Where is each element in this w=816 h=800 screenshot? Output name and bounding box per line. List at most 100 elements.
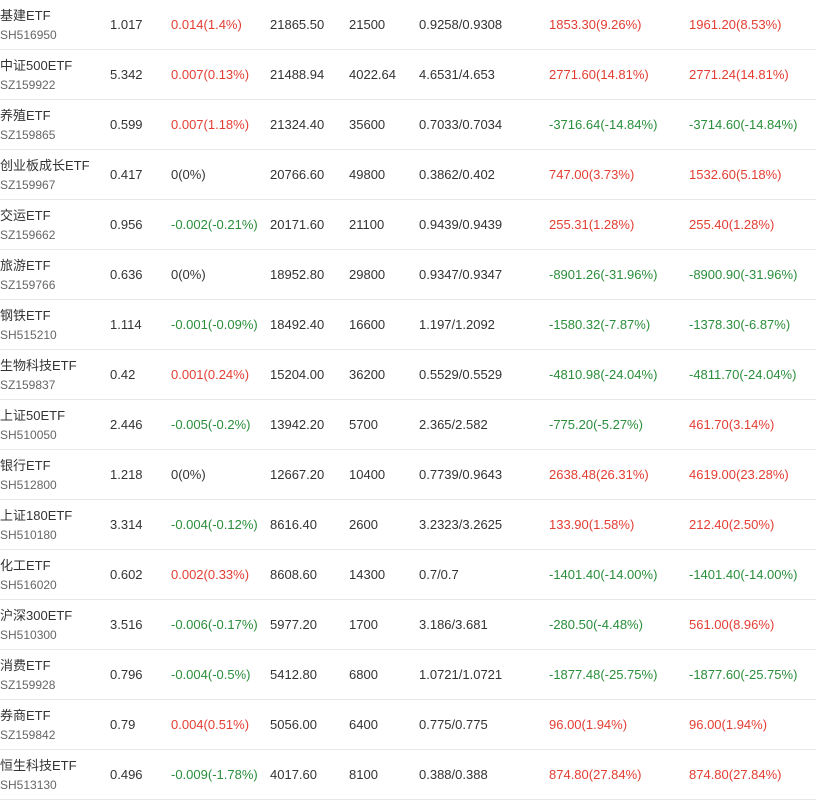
change-cell: -0.009(-1.78%): [171, 749, 270, 800]
total-profit-loss-cell: 212.40(2.50%): [689, 499, 816, 550]
fund-cell[interactable]: 养殖ETF SZ159865: [0, 99, 110, 150]
fund-name[interactable]: 沪深300ETF: [0, 607, 73, 623]
cost-cell: 4.6531/4.653: [419, 49, 549, 100]
fund-name[interactable]: 交运ETF: [0, 207, 51, 223]
total-profit-loss-cell: -1877.60(-25.75%): [689, 649, 816, 700]
shares-cell: 16600: [349, 299, 419, 350]
fund-name[interactable]: 养殖ETF: [0, 107, 51, 123]
fund-name[interactable]: 上证50ETF: [0, 407, 66, 423]
change-cell: -0.006(-0.17%): [171, 599, 270, 650]
cost-cell: 3.2323/3.2625: [419, 499, 549, 550]
table-row[interactable]: 银行ETF SH512800 1.218 0(0%) 12667.20 1040…: [0, 449, 816, 500]
total-profit-loss-cell: -8900.90(-31.96%): [689, 249, 816, 300]
cost-cell: 0.7/0.7: [419, 549, 549, 600]
fund-cell[interactable]: 中证500ETF SZ159922: [0, 49, 110, 100]
table-row[interactable]: 基建ETF SH516950 1.017 0.014(1.4%) 21865.5…: [0, 0, 816, 50]
total-profit-loss-cell: -3714.60(-14.84%): [689, 99, 816, 150]
fund-name[interactable]: 上证180ETF: [0, 507, 73, 523]
total-profit-loss-cell: 255.40(1.28%): [689, 199, 816, 250]
fund-name[interactable]: 银行ETF: [0, 457, 51, 473]
change-cell: -0.002(-0.21%): [171, 199, 270, 250]
market-value-cell: 5412.80: [270, 649, 349, 700]
table-row[interactable]: 交运ETF SZ159662 0.956 -0.002(-0.21%) 2017…: [0, 199, 816, 250]
fund-name[interactable]: 钢铁ETF: [0, 307, 51, 323]
fund-cell[interactable]: 恒生科技ETF SH513130: [0, 749, 110, 800]
cost-cell: 0.9347/0.9347: [419, 249, 549, 300]
shares-cell: 2600: [349, 499, 419, 550]
price-cell: 0.599: [110, 99, 171, 150]
fund-cell[interactable]: 消费ETF SZ159928: [0, 649, 110, 700]
fund-cell[interactable]: 上证180ETF SH510180: [0, 499, 110, 550]
cost-cell: 1.197/1.2092: [419, 299, 549, 350]
table-row[interactable]: 沪深300ETF SH510300 3.516 -0.006(-0.17%) 5…: [0, 599, 816, 650]
table-row[interactable]: 养殖ETF SZ159865 0.599 0.007(1.18%) 21324.…: [0, 99, 816, 150]
table-row[interactable]: 生物科技ETF SZ159837 0.42 0.001(0.24%) 15204…: [0, 349, 816, 400]
table-row[interactable]: 化工ETF SH516020 0.602 0.002(0.33%) 8608.6…: [0, 549, 816, 600]
fund-code: SH510180: [0, 527, 57, 542]
cost-cell: 0.775/0.775: [419, 699, 549, 750]
profit-loss-cell: 255.31(1.28%): [549, 199, 689, 250]
market-value-cell: 4017.60: [270, 749, 349, 800]
cost-cell: 0.9439/0.9439: [419, 199, 549, 250]
cost-cell: 1.0721/1.0721: [419, 649, 549, 700]
price-cell: 3.314: [110, 499, 171, 550]
table-row[interactable]: 上证50ETF SH510050 2.446 -0.005(-0.2%) 139…: [0, 399, 816, 450]
fund-cell[interactable]: 上证50ETF SH510050: [0, 399, 110, 450]
total-profit-loss-cell: -1378.30(-6.87%): [689, 299, 816, 350]
fund-name[interactable]: 旅游ETF: [0, 257, 51, 273]
change-cell: 0.007(0.13%): [171, 49, 270, 100]
fund-cell[interactable]: 化工ETF SH516020: [0, 549, 110, 600]
cost-cell: 0.5529/0.5529: [419, 349, 549, 400]
fund-cell[interactable]: 旅游ETF SZ159766: [0, 249, 110, 300]
shares-cell: 29800: [349, 249, 419, 300]
fund-cell[interactable]: 生物科技ETF SZ159837: [0, 349, 110, 400]
market-value-cell: 5056.00: [270, 699, 349, 750]
price-cell: 0.79: [110, 699, 171, 750]
fund-cell[interactable]: 银行ETF SH512800: [0, 449, 110, 500]
table-row[interactable]: 上证180ETF SH510180 3.314 -0.004(-0.12%) 8…: [0, 499, 816, 550]
fund-cell[interactable]: 券商ETF SZ159842: [0, 699, 110, 750]
market-value-cell: 15204.00: [270, 349, 349, 400]
price-cell: 0.496: [110, 749, 171, 800]
fund-name[interactable]: 创业板成长ETF: [0, 157, 90, 173]
cost-cell: 0.9258/0.9308: [419, 0, 549, 50]
profit-loss-cell: -1580.32(-7.87%): [549, 299, 689, 350]
fund-name[interactable]: 消费ETF: [0, 657, 51, 673]
price-cell: 0.796: [110, 649, 171, 700]
cost-cell: 0.388/0.388: [419, 749, 549, 800]
fund-name[interactable]: 生物科技ETF: [0, 357, 77, 373]
fund-name[interactable]: 券商ETF: [0, 707, 51, 723]
fund-cell[interactable]: 创业板成长ETF SZ159967: [0, 149, 110, 200]
fund-cell[interactable]: 基建ETF SH516950: [0, 0, 110, 50]
change-cell: -0.004(-0.12%): [171, 499, 270, 550]
change-cell: 0(0%): [171, 149, 270, 200]
fund-name[interactable]: 中证500ETF: [0, 57, 73, 73]
cost-cell: 0.7033/0.7034: [419, 99, 549, 150]
total-profit-loss-cell: 874.80(27.84%): [689, 749, 816, 800]
table-row[interactable]: 中证500ETF SZ159922 5.342 0.007(0.13%) 214…: [0, 49, 816, 100]
table-row[interactable]: 钢铁ETF SH515210 1.114 -0.001(-0.09%) 1849…: [0, 299, 816, 350]
fund-code: SZ159842: [0, 727, 56, 742]
cost-cell: 0.7739/0.9643: [419, 449, 549, 500]
table-row[interactable]: 旅游ETF SZ159766 0.636 0(0%) 18952.80 2980…: [0, 249, 816, 300]
fund-name[interactable]: 恒生科技ETF: [0, 757, 77, 773]
total-profit-loss-cell: -1401.40(-14.00%): [689, 549, 816, 600]
price-cell: 3.516: [110, 599, 171, 650]
shares-cell: 4022.64: [349, 49, 419, 100]
fund-cell[interactable]: 钢铁ETF SH515210: [0, 299, 110, 350]
change-cell: 0(0%): [171, 449, 270, 500]
table-row[interactable]: 券商ETF SZ159842 0.79 0.004(0.51%) 5056.00…: [0, 699, 816, 750]
market-value-cell: 21488.94: [270, 49, 349, 100]
fund-cell[interactable]: 沪深300ETF SH510300: [0, 599, 110, 650]
table-row[interactable]: 消费ETF SZ159928 0.796 -0.004(-0.5%) 5412.…: [0, 649, 816, 700]
change-cell: 0.007(1.18%): [171, 99, 270, 150]
price-cell: 1.218: [110, 449, 171, 500]
shares-cell: 49800: [349, 149, 419, 200]
change-cell: -0.004(-0.5%): [171, 649, 270, 700]
table-row[interactable]: 恒生科技ETF SH513130 0.496 -0.009(-1.78%) 40…: [0, 749, 816, 800]
fund-cell[interactable]: 交运ETF SZ159662: [0, 199, 110, 250]
fund-name[interactable]: 化工ETF: [0, 557, 51, 573]
shares-cell: 5700: [349, 399, 419, 450]
fund-name[interactable]: 基建ETF: [0, 7, 51, 23]
table-row[interactable]: 创业板成长ETF SZ159967 0.417 0(0%) 20766.60 4…: [0, 149, 816, 200]
